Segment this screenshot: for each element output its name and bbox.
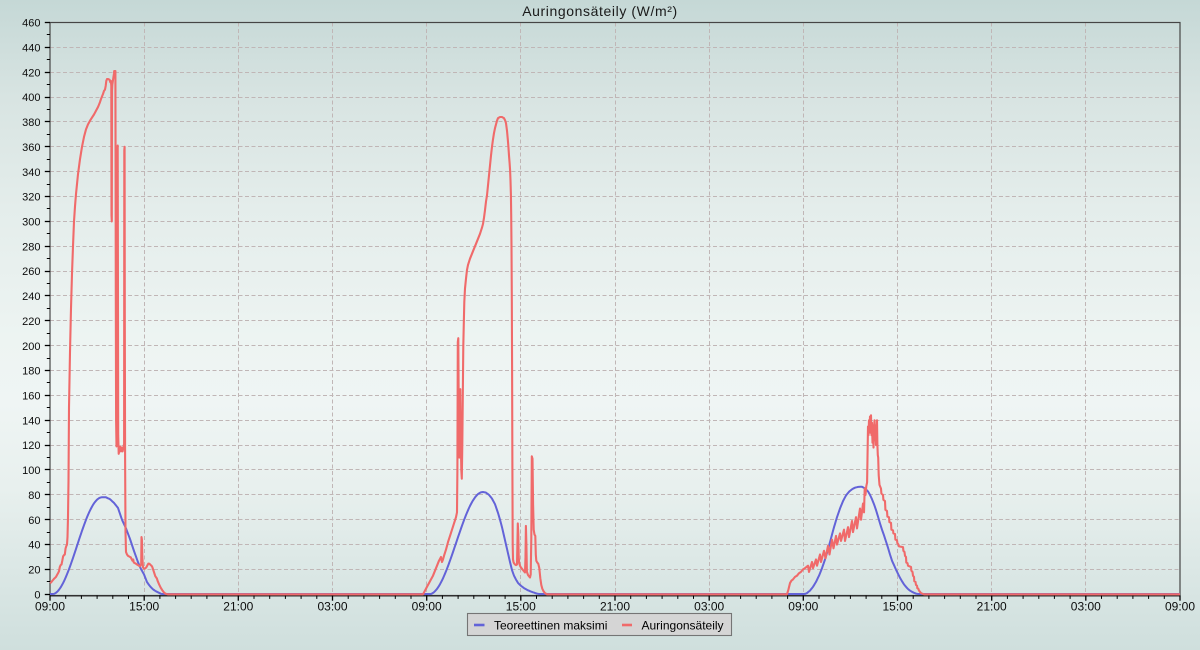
- svg-text:21:00: 21:00: [223, 600, 253, 614]
- svg-text:03:00: 03:00: [1071, 600, 1101, 614]
- svg-text:20: 20: [28, 565, 40, 577]
- svg-text:09:00: 09:00: [788, 600, 818, 614]
- svg-text:03:00: 03:00: [317, 600, 347, 614]
- svg-text:440: 440: [22, 43, 40, 55]
- svg-text:60: 60: [28, 515, 40, 527]
- svg-text:40: 40: [28, 540, 40, 552]
- svg-text:260: 260: [22, 266, 40, 278]
- svg-text:80: 80: [28, 490, 40, 502]
- svg-text:09:00: 09:00: [412, 600, 442, 614]
- svg-text:21:00: 21:00: [977, 600, 1007, 614]
- svg-text:15:00: 15:00: [506, 600, 536, 614]
- svg-text:200: 200: [22, 341, 40, 353]
- svg-text:280: 280: [22, 241, 40, 253]
- svg-text:460: 460: [22, 18, 40, 30]
- svg-text:Teoreettinen maksimi: Teoreettinen maksimi: [494, 619, 607, 633]
- svg-text:420: 420: [22, 67, 40, 79]
- svg-text:09:00: 09:00: [35, 600, 65, 614]
- svg-text:Auringonsäteily: Auringonsäteily: [642, 619, 724, 633]
- svg-text:360: 360: [22, 142, 40, 154]
- svg-text:15:00: 15:00: [882, 600, 912, 614]
- svg-text:0: 0: [34, 589, 40, 601]
- svg-text:140: 140: [22, 415, 40, 427]
- svg-text:400: 400: [22, 92, 40, 104]
- svg-text:15:00: 15:00: [129, 600, 159, 614]
- svg-text:180: 180: [22, 366, 40, 378]
- svg-text:380: 380: [22, 117, 40, 129]
- svg-text:120: 120: [22, 440, 40, 452]
- svg-text:220: 220: [22, 316, 40, 328]
- svg-text:320: 320: [22, 192, 40, 204]
- svg-text:100: 100: [22, 465, 40, 477]
- svg-text:160: 160: [22, 391, 40, 403]
- svg-text:240: 240: [22, 291, 40, 303]
- svg-text:09:00: 09:00: [1165, 600, 1195, 614]
- svg-text:340: 340: [22, 167, 40, 179]
- svg-text:21:00: 21:00: [600, 600, 630, 614]
- svg-text:03:00: 03:00: [694, 600, 724, 614]
- svg-text:300: 300: [22, 217, 40, 229]
- svg-text:Auringonsäteily (W/m²): Auringonsäteily (W/m²): [522, 3, 678, 19]
